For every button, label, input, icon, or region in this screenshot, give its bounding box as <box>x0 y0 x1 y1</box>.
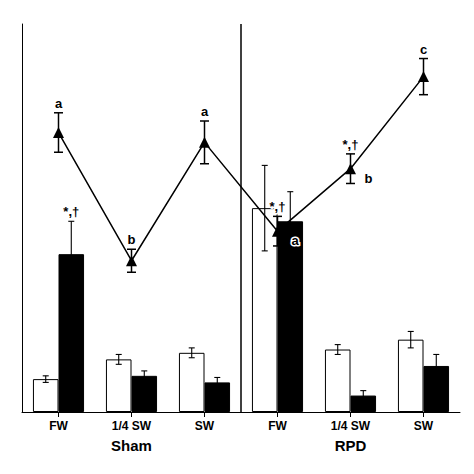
svg-text:b: b <box>128 232 136 247</box>
svg-text:a: a <box>55 96 63 111</box>
svg-text:b: b <box>365 171 373 186</box>
svg-text:SW: SW <box>414 419 434 433</box>
svg-text:a: a <box>292 233 300 248</box>
svg-text:a: a <box>201 104 209 119</box>
svg-text:RPD: RPD <box>335 437 367 454</box>
svg-text:*,†: *,† <box>270 199 286 214</box>
svg-text:FW: FW <box>268 419 287 433</box>
svg-text:*,†: *,† <box>63 204 79 219</box>
svg-text:*,†: *,† <box>343 137 359 152</box>
svg-text:1/4 SW: 1/4 SW <box>331 419 371 433</box>
svg-text:c: c <box>420 42 427 57</box>
svg-text:1/4 SW: 1/4 SW <box>112 419 152 433</box>
svg-text:SW: SW <box>195 419 215 433</box>
svg-text:Sham: Sham <box>111 437 152 454</box>
svg-text:FW: FW <box>49 419 68 433</box>
